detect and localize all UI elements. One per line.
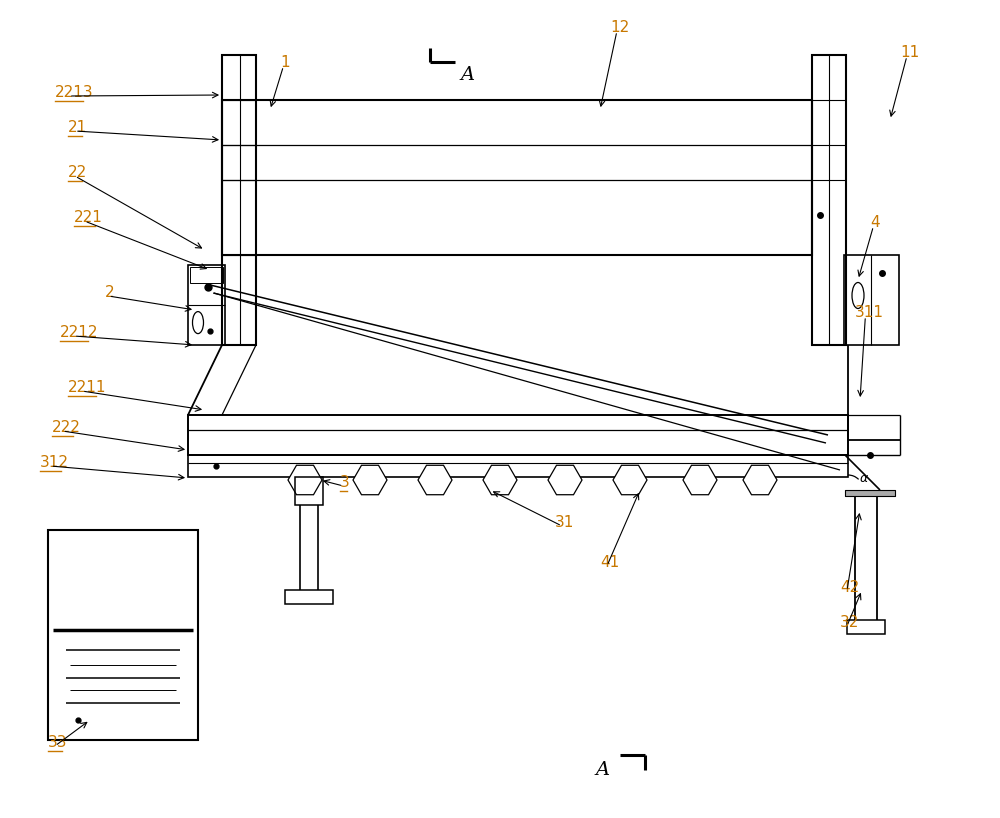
Text: α: α [860,472,868,485]
Text: 21: 21 [68,120,87,135]
Text: 31: 31 [555,515,574,530]
Text: 311: 311 [855,305,884,320]
Ellipse shape [852,282,864,308]
Text: 2211: 2211 [68,380,106,395]
Ellipse shape [192,312,204,334]
Text: 2: 2 [105,285,115,300]
Text: 222: 222 [52,420,81,435]
Bar [844,255,899,345]
Text: A: A [460,66,474,84]
Bar [190,267,223,283]
Text: 41: 41 [600,555,619,570]
Text: 22: 22 [68,165,87,180]
Bar [188,455,848,477]
Bar [812,55,846,345]
Text: 33: 33 [48,735,68,750]
Text: 12: 12 [610,20,629,35]
Text: 312: 312 [40,455,69,470]
Text: 32: 32 [840,615,859,630]
Bar [222,100,812,255]
Bar [48,530,198,740]
Text: A: A [595,761,609,779]
Text: 4: 4 [870,215,880,230]
Bar [222,55,256,345]
Text: 11: 11 [900,45,919,60]
Bar [845,490,895,496]
Bar [188,415,848,455]
Text: 2212: 2212 [60,325,98,340]
Text: 42: 42 [840,580,859,595]
Text: 3: 3 [340,475,350,490]
Text: 221: 221 [74,210,103,225]
Bar [295,477,323,505]
Bar [847,620,885,634]
Text: 2213: 2213 [55,85,94,100]
Bar [285,590,333,604]
Text: 1: 1 [280,55,290,70]
Bar [188,265,225,345]
